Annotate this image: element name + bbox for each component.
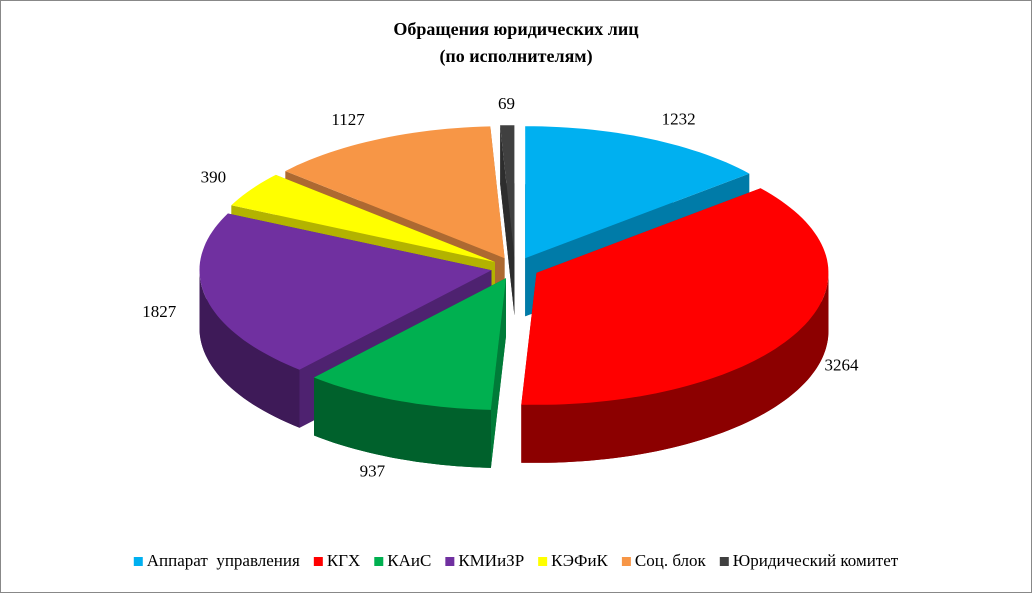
legend-label: КГХ [327, 551, 360, 570]
slice [314, 278, 506, 468]
chart-title: Обращения юридических лиц [393, 19, 639, 39]
legend-label: Соц. блок [635, 551, 707, 570]
value-label: 390 [201, 167, 227, 186]
pie-slice [314, 278, 506, 410]
legend-swatch [133, 557, 143, 566]
slice [500, 125, 515, 316]
legend-swatch [374, 557, 384, 566]
value-label: 1827 [142, 302, 177, 321]
slice-side [199, 270, 300, 428]
pie-slice [199, 213, 492, 370]
value-label: 1232 [662, 109, 696, 128]
pie-slice [525, 126, 750, 259]
value-label: 1127 [331, 110, 365, 129]
slice-side [521, 272, 829, 463]
legend-swatch [445, 557, 455, 566]
legend-label: КМИиЗР [458, 551, 524, 570]
legend-swatch [538, 557, 548, 566]
legend-label: КЭФиК [551, 551, 608, 570]
pie-slice [285, 126, 505, 259]
legend-swatch [719, 557, 729, 566]
value-label: 3264 [825, 356, 860, 375]
slice [521, 188, 829, 463]
legend-label: Юридический комитет [733, 551, 899, 570]
slice-wall [500, 125, 515, 316]
legend-swatch [621, 557, 631, 566]
slice [199, 213, 492, 428]
legend-swatch [313, 557, 323, 566]
pie-slice [231, 174, 496, 262]
value-label: 937 [360, 462, 386, 481]
slice-side [314, 377, 491, 468]
chart-subtitle: (по исполнителям) [439, 46, 592, 67]
legend-label: КАиС [387, 551, 431, 570]
pie-slice [521, 188, 829, 405]
pie-slice [500, 125, 515, 258]
legend-label: Аппарат управления [147, 551, 300, 570]
value-label: 69 [498, 94, 515, 113]
